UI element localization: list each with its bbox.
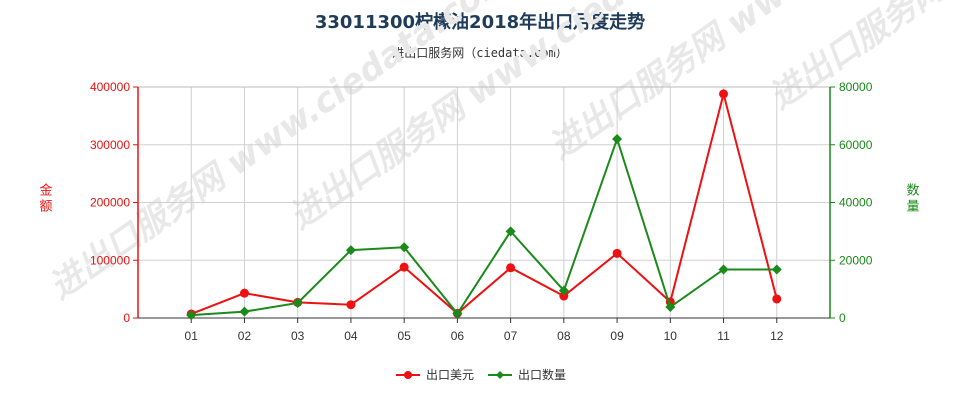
x-tick-label: 10 [664, 329, 678, 343]
data-point [718, 264, 729, 275]
data-point [719, 89, 729, 99]
left-tick-label: 400000 [90, 80, 130, 94]
x-tick-label: 08 [557, 329, 571, 343]
data-point [292, 297, 303, 308]
data-point [559, 291, 569, 301]
x-tick-label: 04 [344, 329, 358, 343]
left-axis-title: 金额 [39, 183, 52, 215]
left-tick-label: 100000 [90, 253, 130, 267]
data-point [665, 302, 676, 313]
data-point [612, 133, 623, 144]
x-tick-label: 09 [610, 329, 624, 343]
legend-label[interactable]: 出口数量 [518, 367, 566, 382]
data-point [345, 245, 356, 256]
left-tick-label: 200000 [90, 196, 130, 210]
data-point [772, 294, 782, 304]
x-tick-label: 07 [504, 329, 518, 343]
legend-label[interactable]: 出口美元 [426, 368, 474, 382]
series-line-0 [190, 93, 778, 315]
axes: 0 100000 200000 300000 400000 0 20000 40000 6000… [39, 80, 919, 343]
data-point [505, 226, 516, 237]
chart-title: 33011300柠檬油2018年出口月度走势 [314, 12, 646, 33]
data-point [771, 264, 782, 275]
grid [137, 86, 831, 319]
series [186, 89, 782, 321]
right-tick-label: 60000 [839, 138, 873, 152]
data-point [506, 263, 516, 273]
legend-marker [404, 371, 412, 379]
left-tick-label: 0 [123, 311, 130, 325]
data-point [612, 248, 622, 258]
data-point [186, 310, 197, 321]
data-point [239, 306, 250, 317]
x-tick-label: 02 [238, 329, 252, 343]
chart-subtitle: 进出口服务网（ciedata.com） [392, 46, 568, 60]
series-line-1 [191, 135, 777, 317]
x-tick-label: 06 [451, 329, 465, 343]
data-point [399, 242, 410, 253]
data-point [558, 285, 569, 296]
x-tick-label: 03 [291, 329, 305, 343]
right-tick-label: 80000 [839, 80, 873, 94]
data-point [346, 300, 356, 310]
legend: 出口美元 出口数量 [396, 367, 566, 382]
legend-marker [496, 371, 504, 379]
x-tick-label: 01 [185, 329, 199, 343]
data-point [399, 262, 409, 272]
left-tick-label: 300000 [90, 138, 130, 152]
data-point [452, 308, 463, 319]
right-axis-title: 数量 [906, 184, 919, 215]
x-tick-label: 05 [397, 329, 411, 343]
watermark-text-3: 进出口服务网 www.ciedata.com [762, 0, 960, 117]
x-tick-label: 11 [717, 329, 730, 343]
right-tick-label: 40000 [839, 196, 873, 210]
x-tick-label: 12 [770, 329, 784, 343]
right-tick-label: 0 [839, 311, 846, 325]
right-tick-label: 20000 [839, 253, 873, 267]
data-point [239, 288, 249, 298]
